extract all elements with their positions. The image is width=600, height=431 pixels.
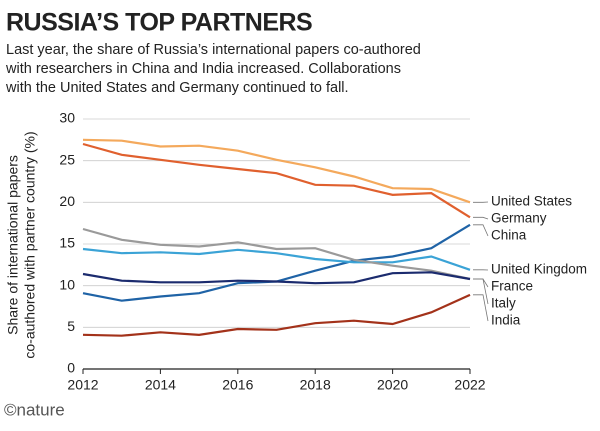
series-label: Germany — [491, 211, 547, 226]
leader-line — [473, 294, 489, 322]
x-tick-label: 2014 — [145, 377, 176, 393]
x-tick-label: 2012 — [67, 377, 98, 393]
series-line — [82, 293, 471, 337]
y-tick-label: 30 — [59, 110, 75, 126]
subtitle-line: with researchers in China and India incr… — [5, 61, 401, 77]
subtitle-line: with the United States and Germany conti… — [5, 80, 349, 96]
series-line — [82, 271, 471, 285]
subtitle-line: Last year, the share of Russia’s interna… — [6, 42, 421, 58]
y-tick-label: 25 — [59, 151, 75, 167]
series-line — [82, 138, 471, 204]
y-tick-label: 15 — [59, 235, 75, 251]
leader-line — [473, 278, 489, 305]
y-tick-label: 10 — [59, 276, 75, 292]
series-label: United Kingdom — [491, 262, 587, 277]
source: ©nature — [4, 400, 65, 419]
series-label: Italy — [491, 296, 516, 311]
y-tick-label: 5 — [67, 318, 75, 334]
series-line — [82, 227, 471, 281]
series-line — [82, 223, 471, 302]
series-label: China — [491, 228, 527, 243]
series-label: United States — [491, 194, 572, 209]
leader-line — [473, 224, 489, 237]
x-tick-label: 2022 — [454, 377, 485, 393]
leader-line — [473, 216, 489, 220]
series-line — [82, 142, 471, 219]
y-tick-label: 20 — [59, 193, 75, 209]
x-tick-label: 2020 — [377, 377, 408, 393]
chart-title: RUSSIA’S TOP PARTNERS — [6, 9, 312, 37]
y-axis-label: Share of international papers — [5, 155, 21, 335]
leader-line — [473, 278, 489, 288]
x-tick-label: 2016 — [222, 377, 253, 393]
series-label: India — [491, 313, 521, 328]
series-label: France — [491, 279, 533, 294]
y-axis-label: co-authored with partner country (%) — [22, 131, 38, 358]
series-line — [82, 247, 471, 271]
y-tick-label: 0 — [67, 360, 75, 376]
x-tick-label: 2018 — [300, 377, 331, 393]
